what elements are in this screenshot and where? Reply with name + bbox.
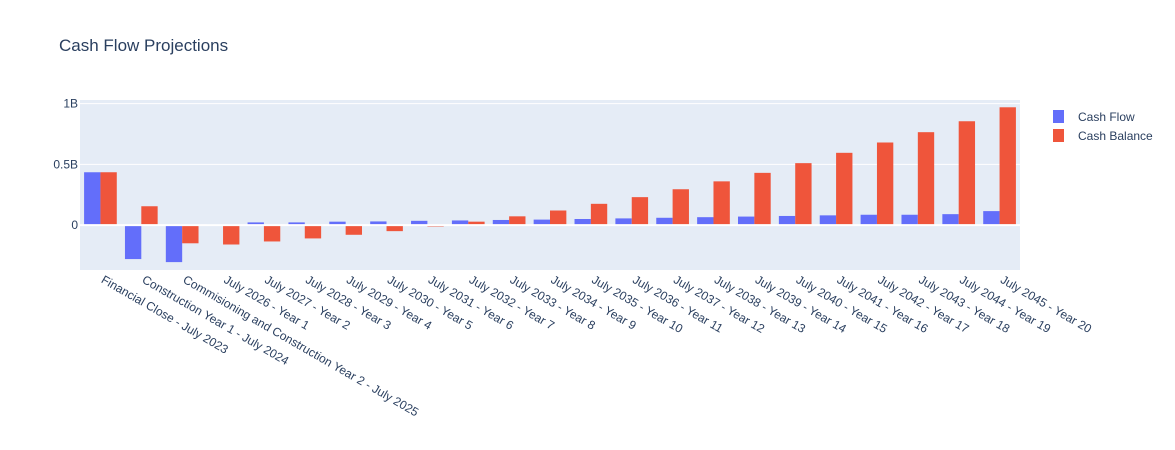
cash-balance-bar[interactable] xyxy=(141,206,158,226)
cash-flow-bar[interactable] xyxy=(574,219,591,226)
cash-flow-bar[interactable] xyxy=(901,214,918,226)
bars-layer xyxy=(84,107,1016,263)
legend-item-cash-balance[interactable]: Cash Balance xyxy=(1053,129,1153,143)
cash-balance-bar[interactable] xyxy=(345,225,362,235)
cash-flow-bar[interactable] xyxy=(819,215,837,226)
cash-flow-bar[interactable] xyxy=(697,217,714,226)
cash-balance-bar[interactable] xyxy=(100,172,117,226)
legend-swatch xyxy=(1053,110,1064,123)
cash-flow-bar[interactable] xyxy=(492,219,510,226)
cash-flow-bar[interactable] xyxy=(165,225,183,263)
x-axis: Financial Close - July 2023Construction … xyxy=(99,272,1094,419)
cash-flow-bar[interactable] xyxy=(860,214,877,226)
cash-balance-bar[interactable] xyxy=(304,225,322,239)
legend-item-cash-flow[interactable]: Cash Flow xyxy=(1053,110,1135,124)
cash-balance-bar[interactable] xyxy=(672,189,689,226)
legend-label: Cash Balance xyxy=(1078,129,1153,143)
cash-flow-bar[interactable] xyxy=(84,172,101,226)
cash-balance-bar[interactable] xyxy=(590,203,608,226)
cash-flow-bar[interactable] xyxy=(533,219,550,226)
cash-flow-bar[interactable] xyxy=(738,216,755,226)
cash-balance-bar[interactable] xyxy=(876,142,894,226)
y-axis: 0 0.5B 1B xyxy=(53,97,78,232)
cash-flow-bar[interactable] xyxy=(942,214,959,226)
cash-balance-bar[interactable] xyxy=(386,225,403,232)
cash-flow-bar[interactable] xyxy=(124,225,142,260)
cash-balance-bar[interactable] xyxy=(631,197,649,226)
cash-balance-bar[interactable] xyxy=(754,172,771,226)
cash-flow-bar[interactable] xyxy=(778,215,796,226)
cash-flow-bar[interactable] xyxy=(288,222,305,226)
gridlines xyxy=(80,103,1020,165)
cash-balance-bar[interactable] xyxy=(550,210,567,226)
chart-title: Cash Flow Projections xyxy=(59,36,228,55)
y-tick-label: 0 xyxy=(71,218,78,232)
cash-balance-bar[interactable] xyxy=(182,225,199,244)
cash-balance-bar[interactable] xyxy=(713,181,730,226)
cash-flow-bar[interactable] xyxy=(247,222,264,226)
cash-flow-bar[interactable] xyxy=(411,220,428,226)
legend-label: Cash Flow xyxy=(1078,110,1135,124)
cash-flow-bar[interactable] xyxy=(329,221,346,226)
cash-flow-bar[interactable] xyxy=(656,217,673,226)
y-tick-label: 1B xyxy=(63,97,78,111)
y-tick-label: 0.5B xyxy=(53,157,78,171)
cash-flow-bar[interactable] xyxy=(451,220,469,226)
cash-flow-bar[interactable] xyxy=(615,218,632,226)
cash-balance-bar[interactable] xyxy=(223,225,240,245)
cash-balance-bar[interactable] xyxy=(795,163,812,226)
cash-balance-bar[interactable] xyxy=(836,152,853,226)
cash-balance-bar[interactable] xyxy=(263,225,281,242)
cash-balance-bar[interactable] xyxy=(468,221,485,226)
cash-balance-bar[interactable] xyxy=(999,107,1016,226)
cash-balance-bar[interactable] xyxy=(958,121,976,226)
legend[interactable]: Cash Flow Cash Balance xyxy=(1053,110,1153,143)
cash-balance-bar[interactable] xyxy=(917,132,935,226)
legend-swatch xyxy=(1053,129,1064,142)
cash-flow-bar[interactable] xyxy=(370,221,387,226)
cash-balance-bar[interactable] xyxy=(509,216,526,226)
cash-flow-bar[interactable] xyxy=(983,211,1000,226)
